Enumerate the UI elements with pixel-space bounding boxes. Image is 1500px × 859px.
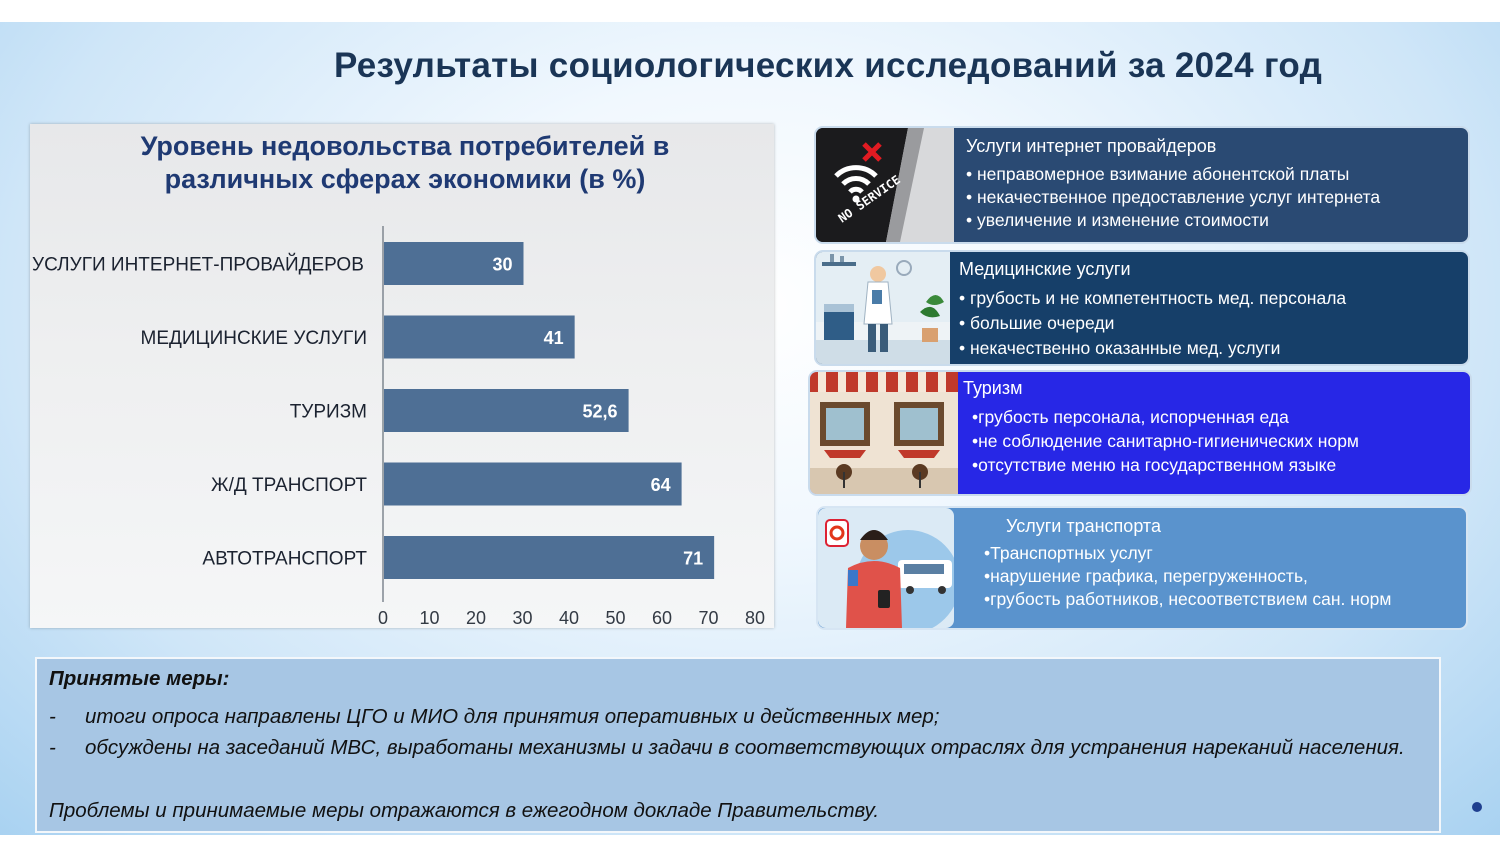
page-indicator-dot — [1472, 802, 1482, 812]
measures-dash: - — [49, 736, 56, 759]
card-internet-item: • некачественное предоставление услуг ин… — [966, 187, 1381, 207]
x-tick-label: 50 — [605, 608, 625, 628]
cafe-illustration-icon — [810, 372, 958, 494]
card-transport-item: •Транспортных услуг — [984, 543, 1153, 563]
card-internet-item: • увеличение и изменение стоимости — [966, 210, 1269, 230]
data-label: 64 — [651, 475, 671, 495]
card-medical-services: Медицинские услуги • грубость и не компе… — [816, 252, 1468, 364]
category-label: Ж/Д ТРАНСПОРТ — [211, 475, 367, 496]
category-label: УСЛУГИ ИНТЕРНЕТ-ПРОВАЙДЕРОВ — [32, 254, 364, 276]
x-tick-label: 0 — [378, 608, 388, 628]
chart-title: Уровень недовольства потребителей в разл… — [90, 130, 720, 196]
bar — [384, 389, 629, 432]
card-tourism-title: Туризм — [963, 378, 1023, 398]
card-tourism: Туризм •грубость персонала, испорченная … — [810, 372, 1470, 494]
x-tick-label: 40 — [559, 608, 579, 628]
measures-item-text: итоги опроса направлены ЦГО и МИО для пр… — [85, 705, 940, 728]
data-label: 71 — [683, 549, 703, 569]
page-title: Результаты социологических исследований … — [334, 46, 1323, 85]
category-label: АВТОТРАНСПОРТ — [202, 549, 367, 570]
x-tick-label: 80 — [745, 608, 765, 628]
card-transport-services: Услуги транспорта •Транспортных услуг •н… — [818, 508, 1466, 628]
bar-chart: 30 УСЛУГИ ИНТЕРНЕТ-ПРОВАЙДЕРОВ 41 МЕДИЦИНСК… — [32, 226, 765, 628]
measures-title: Принятые меры: — [49, 667, 230, 690]
doctor-illustration-icon — [816, 252, 950, 364]
card-transport-title: Услуги транспорта — [1006, 516, 1161, 536]
measures-dash: - — [49, 705, 56, 728]
data-label: 41 — [544, 328, 564, 348]
slide: Результаты социологических исследований … — [0, 22, 1500, 835]
x-tick-label: 30 — [512, 608, 532, 628]
card-medical-title: Медицинские услуги — [959, 259, 1131, 279]
chart-panel: Уровень недовольства потребителей в разл… — [30, 124, 774, 628]
measures-item-text: обсуждены на заседаний МВС, выработаны м… — [85, 736, 1405, 759]
chart-title-line-1: Уровень недовольства потребителей в — [140, 131, 670, 161]
bottom-margin — [0, 835, 1500, 859]
card-transport-item: •грубость работников, несоответствием са… — [984, 589, 1392, 609]
category-label: МЕДИЦИНСКИЕ УСЛУГИ — [141, 328, 368, 349]
card-internet-item: • неправомерное взимание абонентской пла… — [966, 164, 1350, 184]
bar — [384, 536, 715, 579]
x-tick-label: 10 — [419, 608, 439, 628]
card-internet-providers: NO SERVICE Услуги интернет провайдеров •… — [816, 128, 1468, 242]
card-tourism-item: •грубость персонала, испорченная еда — [972, 407, 1289, 427]
bus-passenger-illustration-icon — [818, 508, 960, 628]
data-label: 30 — [492, 255, 512, 275]
bar — [384, 462, 682, 506]
measures-panel: Принятые меры: - итоги опроса направлены… — [35, 657, 1441, 833]
x-tick-label: 60 — [652, 608, 672, 628]
chart-title-line-2: различных сферах экономики (в %) — [164, 164, 646, 194]
x-tick-label: 70 — [698, 608, 718, 628]
card-medical-item: • некачественно оказанные мед. услуги — [959, 338, 1281, 358]
card-medical-item: • грубость и не компетентность мед. перс… — [959, 288, 1347, 308]
x-tick-label: 20 — [466, 608, 486, 628]
bar — [384, 242, 524, 285]
no-service-wifi-icon: NO SERVICE — [816, 128, 954, 242]
card-medical-item: • большие очереди — [959, 313, 1115, 333]
card-tourism-item: •отсутствие меню на государственном язык… — [972, 455, 1337, 475]
card-internet-title: Услуги интернет провайдеров — [966, 136, 1217, 156]
measures-footer: Проблемы и принимаемые меры отражаются в… — [49, 799, 880, 822]
bar — [384, 315, 575, 359]
card-tourism-item: •не соблюдение санитарно-гигиенических н… — [972, 431, 1359, 451]
card-transport-item: •нарушение графика, перегруженность, — [984, 566, 1308, 586]
category-label: ТУРИЗМ — [290, 402, 367, 423]
data-label: 52,6 — [583, 402, 618, 422]
